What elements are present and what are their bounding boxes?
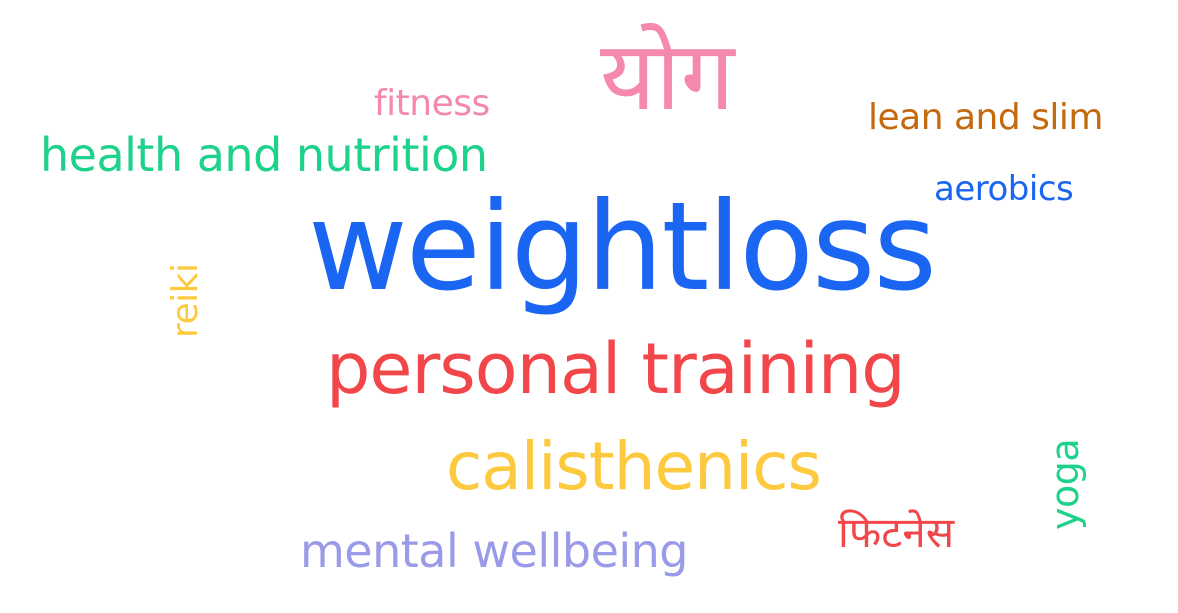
word-yoga-devanagari: योग xyxy=(600,20,735,132)
word-fitness: fitness xyxy=(374,83,490,124)
word-fitness-devanagari: फिटनेस xyxy=(838,508,955,557)
word-calisthenics: calisthenics xyxy=(446,428,822,505)
word-yoga: yoga xyxy=(1043,438,1087,530)
word-health-and-nutrition: health and nutrition xyxy=(40,128,488,182)
word-reiki: reiki xyxy=(165,263,206,338)
word-aerobics: aerobics xyxy=(934,169,1074,209)
word-lean-and-slim: lean and slim xyxy=(868,97,1103,138)
word-weightloss: weightloss xyxy=(308,176,937,318)
word-mental-wellbeing: mental wellbeing xyxy=(300,524,689,578)
word-personal-training: personal training xyxy=(326,328,906,410)
